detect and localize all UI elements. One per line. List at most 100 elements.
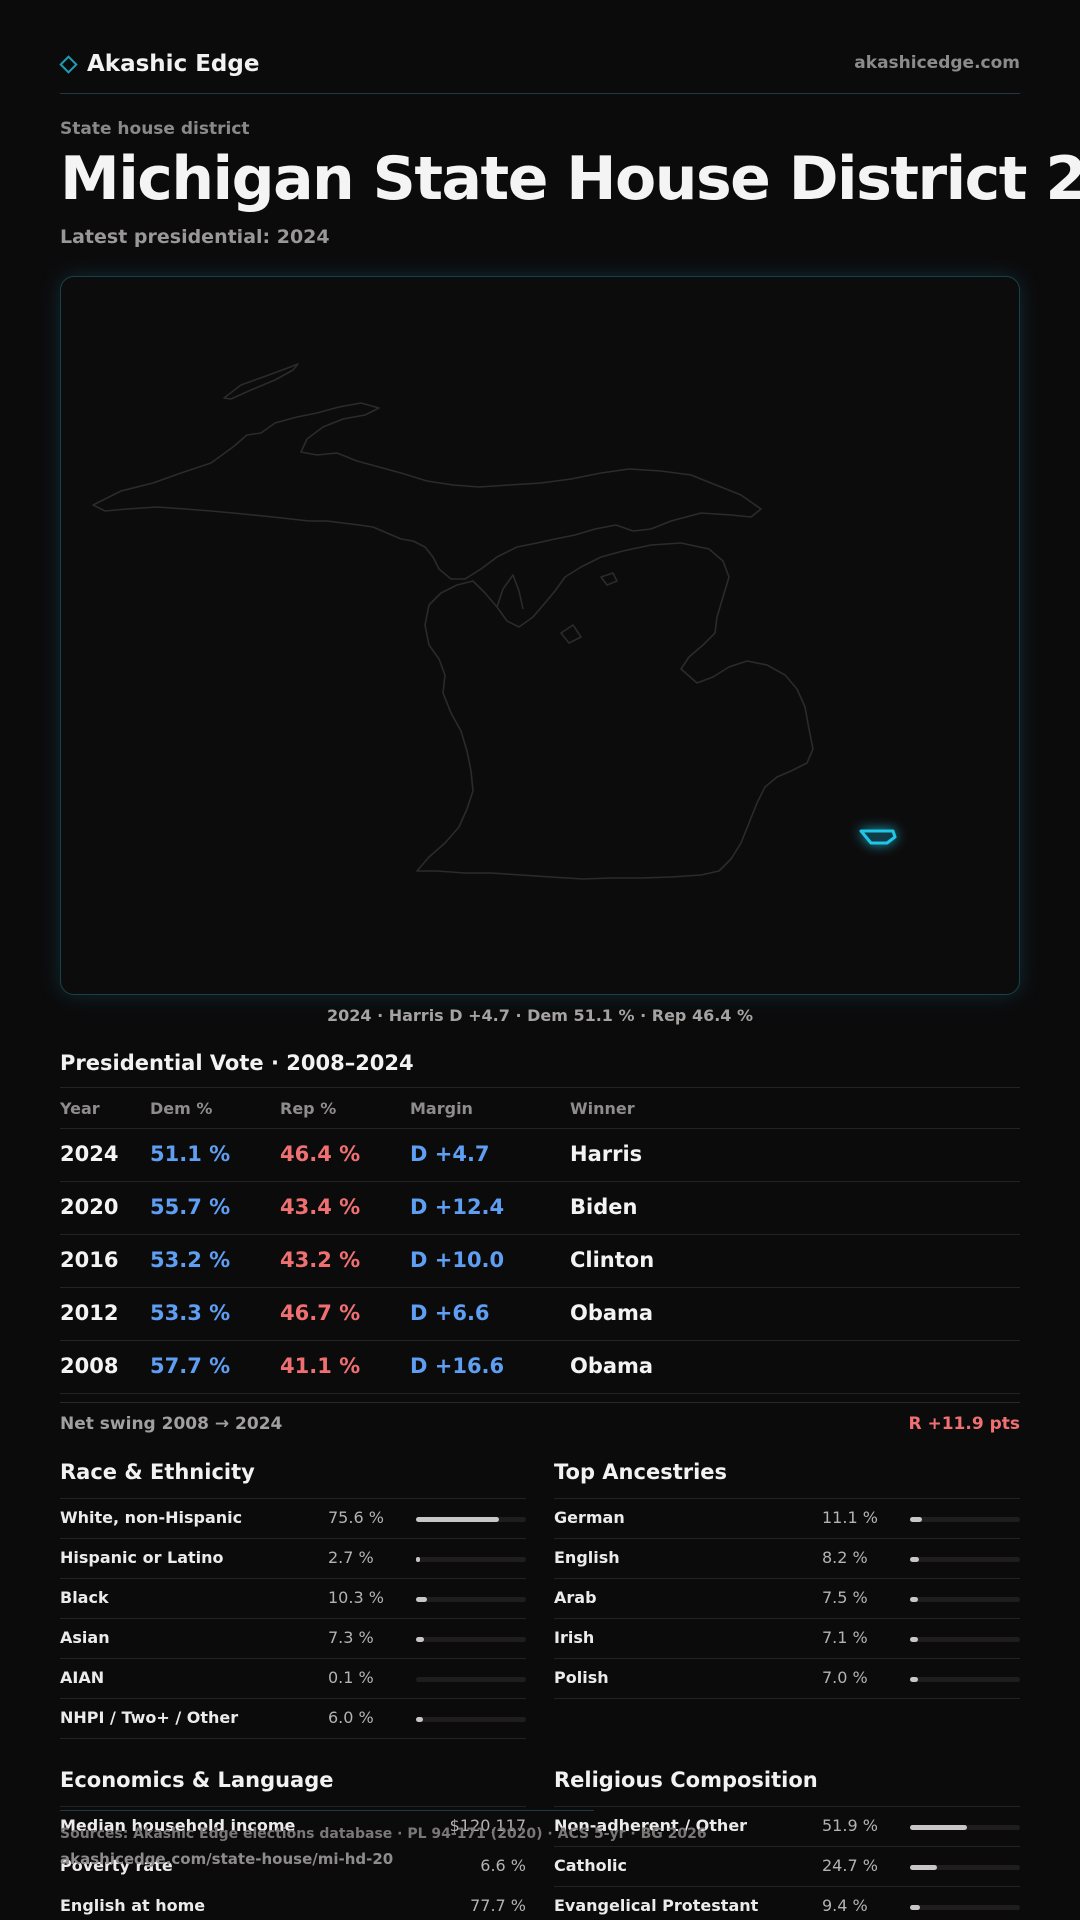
header-divider-row (60, 1128, 1020, 1129)
cell-dem: 53.2 % (150, 1248, 231, 1272)
cell-rep: 46.7 % (280, 1301, 361, 1325)
ancestry-row-bar-fill (910, 1597, 918, 1602)
religion-row-value: 9.4 % (822, 1896, 868, 1915)
ancestry-row: Irish 7.1 % (554, 1619, 1020, 1659)
ancestry-row: Arab 7.5 % (554, 1579, 1020, 1619)
cell-rep: 46.4 % (280, 1142, 361, 1166)
cell-year: 2016 (60, 1248, 119, 1272)
race-row-value: 7.3 % (328, 1628, 374, 1647)
panel-divider (554, 1498, 1020, 1499)
row-divider (60, 1340, 1020, 1341)
lower-peninsula-outline (416, 542, 814, 880)
ancestry-row: Polish 7.0 % (554, 1659, 1020, 1699)
race-row-value: 0.1 % (328, 1668, 374, 1687)
ancestry-row-bar-track (910, 1637, 1020, 1642)
row-divider (554, 1846, 1020, 1847)
footer-sources: Sources: Akashic Edge elections database… (60, 1826, 707, 1842)
race-row-bar-track (416, 1717, 526, 1722)
religion-row-bar-track (910, 1865, 1020, 1870)
traverse-bay-outline (496, 574, 524, 610)
row-divider (60, 1393, 1020, 1394)
panel-divider (554, 1806, 1020, 1807)
ancestry-row-label: Arab (554, 1588, 597, 1607)
race-row: AIAN 0.1 % (60, 1659, 526, 1699)
race-row: NHPI / Two+ / Other 6.0 % (60, 1699, 526, 1739)
small-island-outline-2 (600, 572, 618, 586)
row-divider (60, 1287, 1020, 1288)
row-divider (554, 1886, 1020, 1887)
race-row-bar-fill (416, 1517, 499, 1522)
table-top-divider (60, 1087, 1020, 1088)
row-divider (554, 1578, 1020, 1579)
race-row-label: NHPI / Two+ / Other (60, 1708, 239, 1727)
top-bar: Akashic Edge akashicedge.com (59, 46, 1020, 82)
table-row[interactable]: 2024 51.1 % 46.4 % D +4.7 Harris (60, 1128, 1020, 1181)
table-row[interactable]: 2008 57.7 % 41.1 % D +16.6 Obama (60, 1340, 1020, 1393)
race-row-value: 75.6 % (328, 1508, 384, 1527)
swing-divider (60, 1402, 1020, 1403)
row-divider (60, 1181, 1020, 1182)
site-link[interactable]: akashicedge.com (854, 53, 1020, 73)
ancestry-row: English 8.2 % (554, 1539, 1020, 1579)
cell-year: 2008 (60, 1354, 119, 1378)
economics-row: English at home 77.7 % (60, 1887, 526, 1920)
cell-margin: D +4.7 (410, 1142, 490, 1166)
table-row[interactable]: 2012 53.3 % 46.7 % D +6.6 Obama (60, 1287, 1020, 1340)
brand-logo[interactable]: Akashic Edge (59, 46, 260, 82)
religion-row-label: Non-adherent / Other (554, 1816, 748, 1835)
religion-row-bar-track (910, 1825, 1020, 1830)
cell-year: 2024 (60, 1142, 119, 1166)
header-winner: Winner (570, 1099, 635, 1118)
cell-margin: D +6.6 (410, 1301, 490, 1325)
net-swing-value: R +11.9 pts (908, 1414, 1020, 1434)
row-divider (554, 1698, 1020, 1699)
ancestries-title: Top Ancestries (554, 1460, 728, 1484)
ancestry-row-bar-track (910, 1597, 1020, 1602)
map-caption: 2024 · Harris D +4.7 · Dem 51.1 % · Rep … (326, 1006, 754, 1025)
cell-winner: Biden (570, 1195, 638, 1219)
economics-row: Poverty rate 6.6 % (60, 1847, 526, 1887)
religion-row-bar-fill (910, 1865, 937, 1870)
ancestry-row-bar-fill (910, 1517, 922, 1522)
cell-margin: D +12.4 (410, 1195, 505, 1219)
header-year: Year (60, 1099, 100, 1118)
cell-rep: 43.4 % (280, 1195, 361, 1219)
race-row-bar-track (416, 1517, 526, 1522)
panel-divider (60, 1806, 526, 1807)
michigan-map-svg (92, 363, 897, 880)
race-row-label: Black (60, 1588, 109, 1607)
row-divider (60, 1538, 526, 1539)
race-row: Asian 7.3 % (60, 1619, 526, 1659)
race-row: Black 10.3 % (60, 1579, 526, 1619)
religion-row-label: Evangelical Protestant (554, 1896, 759, 1915)
ancestry-row-bar-track (910, 1557, 1020, 1562)
ancestry-row-label: Irish (554, 1628, 595, 1647)
cell-dem: 55.7 % (150, 1195, 231, 1219)
race-row-bar-track (416, 1597, 526, 1602)
economics-row-label: Median household income (60, 1816, 296, 1835)
economics-row-label: English at home (60, 1896, 206, 1915)
race-row: White, non-Hispanic 75.6 % (60, 1499, 526, 1539)
ancestry-row-value: 7.1 % (822, 1628, 868, 1647)
header-rep: Rep % (280, 1099, 337, 1118)
religion-row-bar-fill (910, 1825, 967, 1830)
page-kicker: State house district (60, 119, 250, 139)
footer-url[interactable]: akashicedge.com/state-house/mi-hd-20 (60, 1850, 394, 1868)
table-row[interactable]: 2016 53.2 % 43.2 % D +10.0 Clinton (60, 1234, 1020, 1287)
net-swing-label: Net swing 2008 → 2024 (60, 1414, 283, 1434)
race-row-bar-fill (416, 1637, 424, 1642)
footer-divider (60, 1810, 594, 1811)
cell-year: 2012 (60, 1301, 119, 1325)
race-row-bar-track (416, 1677, 526, 1682)
cell-winner: Obama (570, 1354, 654, 1378)
table-row[interactable]: 2020 55.7 % 43.4 % D +12.4 Biden (60, 1181, 1020, 1234)
district-map[interactable] (60, 276, 1020, 995)
cell-dem: 51.1 % (150, 1142, 231, 1166)
race-row-label: Asian (60, 1628, 110, 1647)
page-title: Michigan State House District 20 (60, 144, 1080, 214)
brand-name: Akashic Edge (87, 51, 260, 77)
header-margin: Margin (410, 1099, 473, 1118)
ancestry-row-value: 8.2 % (822, 1548, 868, 1567)
economics-title: Economics & Language (60, 1768, 334, 1792)
religion-row: Evangelical Protestant 9.4 % (554, 1887, 1020, 1920)
